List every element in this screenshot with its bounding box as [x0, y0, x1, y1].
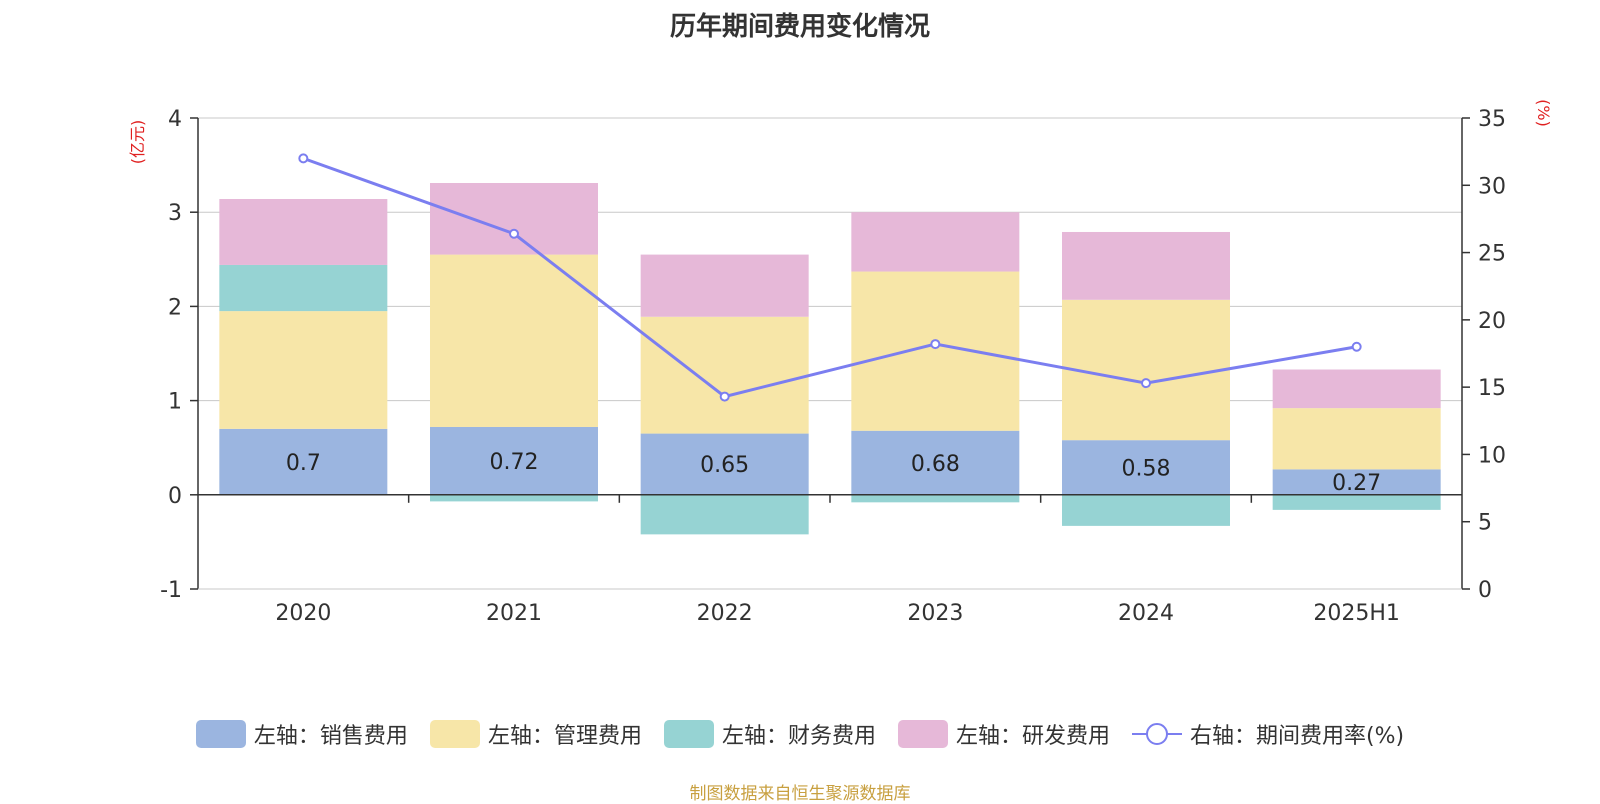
data-label-sales-2022: 0.65	[700, 453, 749, 478]
bar-sales-2020	[219, 428, 388, 495]
x-tick-label-2025H1: 2025H1	[1313, 601, 1400, 626]
bar-rd-2021	[430, 182, 598, 255]
bar-rd-2020	[219, 199, 388, 265]
bar-finance-2021	[430, 494, 598, 502]
data-label-sales-2020: 0.7	[286, 451, 321, 476]
left-tick-label: 3	[168, 201, 182, 226]
bar-finance-2025H1	[1272, 494, 1441, 510]
left-tick-label: 2	[168, 295, 182, 320]
legend-label-finance: 左轴：财务费用	[721, 724, 876, 749]
bar-rd-2022	[640, 254, 809, 317]
x-tick-label-2021: 2021	[486, 601, 542, 626]
bar-sales-2025H1	[1272, 469, 1441, 495]
legend-item-rd[interactable]: 左轴：研发费用	[897, 718, 1110, 750]
bar-sales-2022	[640, 433, 809, 495]
legend-label-rate: 右轴：期间费用率(%)	[1189, 724, 1405, 749]
right-tick-label: 0	[1478, 578, 1492, 603]
bar-admin-2020	[219, 311, 388, 429]
right-tick-label: 10	[1478, 443, 1506, 468]
rate-point-2024	[1141, 378, 1151, 389]
legend-item-sales[interactable]: 左轴：销售费用	[195, 718, 408, 750]
right-tick-label: 20	[1478, 309, 1506, 334]
source-note: 制图数据来自恒生聚源数据库	[689, 784, 911, 804]
rate-line	[302, 156, 1357, 399]
legend-item-admin[interactable]: 左轴：管理费用	[429, 718, 642, 750]
right-tick-label: 5	[1478, 511, 1492, 536]
legend-item-rate[interactable]: 右轴：期间费用率(%)	[1131, 718, 1405, 750]
legend-label-admin: 左轴：管理费用	[487, 724, 642, 749]
right-tick-label: 35	[1478, 107, 1506, 132]
bar-finance-2024	[1062, 494, 1230, 526]
chart-title: 历年期间费用变化情况	[669, 12, 930, 42]
bar-finance-2020	[219, 264, 388, 312]
bar-sales-2024	[1062, 440, 1230, 495]
bar-rd-2023	[851, 212, 1020, 272]
bar-admin-2024	[1062, 299, 1230, 441]
x-tick-label-2020: 2020	[275, 601, 331, 626]
legend-label-rd: 左轴：研发费用	[955, 724, 1110, 749]
x-tick-label-2023: 2023	[907, 601, 963, 626]
rate-point-2022	[719, 391, 730, 402]
left-tick-label: 4	[168, 107, 182, 132]
legend-item-finance[interactable]: 左轴：财务费用	[663, 718, 876, 750]
left-tick-label: 1	[168, 390, 182, 415]
rate-point-2021	[509, 228, 519, 239]
left-tick-label: -1	[160, 578, 182, 603]
chart-legend: 左轴：销售费用 左轴：管理费用 左轴：财务费用 左轴：研发费用 右轴：期间费用率…	[0, 718, 1600, 750]
legend-swatch-admin	[429, 720, 480, 748]
legend-swatch-finance	[663, 720, 714, 748]
bar-admin-2025H1	[1272, 408, 1441, 470]
legend-swatch-sales	[195, 720, 246, 748]
right-tick-label: 25	[1478, 242, 1506, 267]
legend-swatch-rd	[897, 720, 948, 748]
left-tick-label: 0	[168, 484, 182, 509]
rate-point-2020	[298, 153, 309, 164]
bar-finance-2023	[851, 494, 1020, 503]
data-label-sales-2024: 0.58	[1122, 456, 1171, 481]
x-tick-label-2022: 2022	[697, 601, 753, 626]
bar-sales-2021	[430, 426, 598, 495]
y-right-axis-label: (%)	[1534, 99, 1553, 127]
legend-line-marker-icon	[1131, 720, 1182, 748]
rate-point-2025H1	[1351, 341, 1362, 352]
data-label-sales-2021: 0.72	[490, 450, 539, 475]
right-tick-label: 15	[1478, 376, 1506, 401]
bar-rd-2024	[1062, 231, 1230, 300]
legend-label-sales: 左轴：销售费用	[253, 724, 408, 749]
x-tick-label-2024: 2024	[1118, 601, 1174, 626]
data-label-sales-2023: 0.68	[911, 452, 960, 477]
bar-admin-2021	[430, 254, 598, 427]
bar-sales-2023	[851, 430, 1020, 495]
rate-point-2023	[930, 339, 941, 350]
bar-admin-2022	[640, 316, 809, 434]
bar-admin-2023	[851, 271, 1020, 431]
bar-rd-2025H1	[1272, 369, 1441, 409]
y-left-axis-label: (亿元)	[128, 120, 147, 165]
right-tick-label: 30	[1478, 174, 1506, 199]
bar-finance-2022	[640, 494, 809, 535]
data-label-sales-2025H1: 0.27	[1332, 471, 1381, 496]
